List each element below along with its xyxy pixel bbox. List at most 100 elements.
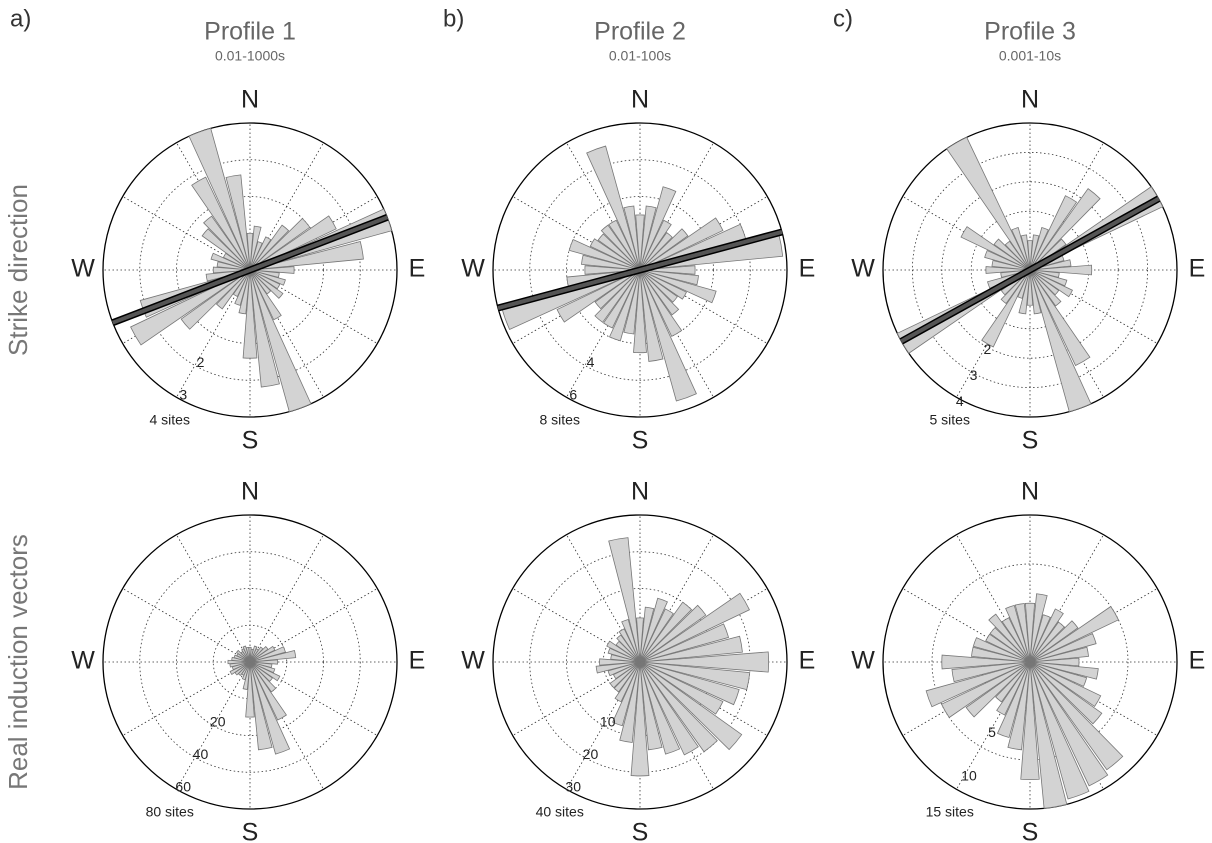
rose-bar [212,266,251,274]
rose-bar [1029,661,1090,800]
rose-bar [609,661,641,689]
rose-bar [639,661,663,751]
compass-label: S [632,427,649,455]
rose-bar [1029,269,1060,296]
r-tick-label: 3 [179,386,187,402]
rose-bar [1029,605,1119,663]
rose-bar [639,601,693,663]
rose-bar [1027,240,1033,271]
rose-bar [130,269,251,346]
rose-bar [229,661,251,676]
rose-bar [639,592,750,663]
rose-bar [1029,195,1078,271]
rose-bar [984,249,1031,271]
rose-bar [232,269,251,298]
rose-bar [639,269,664,362]
rose-bar [639,623,730,663]
rose-bar [636,617,644,663]
rose-bar [614,661,641,703]
panel-subtitle: 0.001-10s [999,48,1061,64]
rose-bar [639,661,681,755]
compass-label: W [71,647,95,675]
rose-bar [249,269,312,413]
compass-label: N [1021,478,1039,506]
panel-label: c) [833,5,853,32]
rose-bar [1029,661,1099,680]
rose-bar [1029,661,1068,809]
rose-bar [941,654,1031,670]
rose-bar [1020,234,1031,271]
grid-ring [912,151,1149,388]
rose-bar [960,226,1031,271]
rose-bar [995,661,1031,703]
grid-ring [139,551,361,773]
compass-label: N [631,478,649,506]
rose-bar [1029,661,1124,771]
strike-line [900,196,1160,344]
rose-bar [981,269,1031,348]
rose-bar [985,633,1031,663]
rose-bar [245,646,251,663]
rose-bar [612,661,641,727]
strike-line [112,215,388,325]
rose-bar [639,661,743,751]
compass-label: S [1022,427,1039,455]
rose-bar [1020,661,1040,780]
r-tick-label: 10 [961,767,977,783]
rose-bar [639,269,687,300]
rose-bar [1000,269,1031,305]
panel-title: Profile 1 [204,18,296,46]
grid-ring [566,196,714,344]
rose-bar [619,661,641,743]
rose-bar [639,219,672,271]
rose-bar [1029,633,1097,663]
rose-bar [249,269,272,295]
rose-bar [639,635,743,663]
rose-chart: 23 4 sites N E S W [71,86,425,455]
panel-subtitle: 0.01-1000s [215,48,285,64]
grid-ring [529,159,751,381]
rose-bar [616,634,641,663]
outer-ring [492,122,788,418]
rose-bar [249,240,364,271]
outer-ring [882,122,1178,418]
compass-label: S [242,819,259,843]
rose-bar [639,661,718,753]
rose-bar [180,269,251,330]
rose-bar [988,613,1031,663]
rose-bar [623,205,641,271]
rose-bar [1029,227,1049,271]
grid-ring [176,588,324,736]
panel-title: Profile 2 [594,18,686,46]
rose-bar [635,214,645,271]
panel-label: a) [10,5,31,32]
rose-bar [597,233,641,271]
r-tick-label: 2 [983,341,991,357]
rose-bar [249,236,272,271]
rose-bar [249,661,273,682]
rose-bar [639,597,668,663]
rose-bar [1029,269,1073,298]
rose-bar [639,651,770,673]
rose-bar [594,269,641,310]
rose-bar [608,219,641,271]
rose-bar [639,661,699,756]
rose-bar [1014,603,1031,663]
rose-bar [639,228,689,271]
row-label: Strike direction [3,184,33,356]
rose-bar [1029,661,1102,707]
rose-bar [245,661,255,718]
rose-bar [1029,620,1079,663]
row-label: Real induction vectors [3,534,33,790]
compass-label: W [851,647,875,675]
rose-bar [1007,661,1031,751]
rose-bar [249,659,278,665]
rose-bar [630,661,650,777]
rose-bar [993,238,1031,271]
rose-bar [188,127,251,271]
rose-bar [965,661,1031,718]
rose-bar [249,645,276,663]
r-tick-label: 2 [197,354,205,370]
rose-chart: 5 10 15 sites N E S W [851,478,1205,843]
